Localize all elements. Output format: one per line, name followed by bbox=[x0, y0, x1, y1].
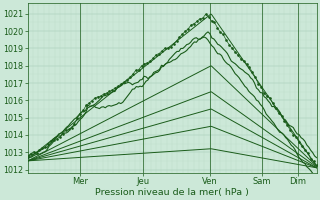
X-axis label: Pression niveau de la mer( hPa ): Pression niveau de la mer( hPa ) bbox=[95, 188, 249, 197]
